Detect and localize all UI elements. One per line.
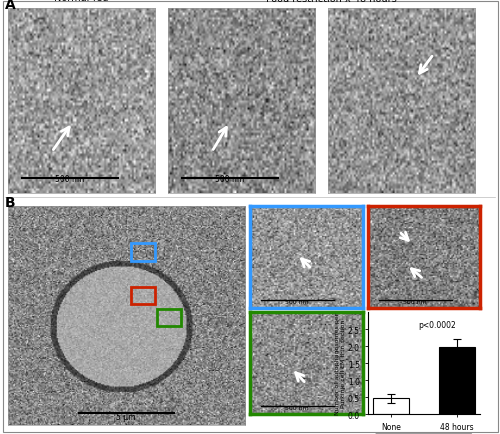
Y-axis label: Number of autophagosomes per
Purkinje cell EM thin section: Number of autophagosomes per Purkinje ce…	[335, 312, 345, 414]
Text: Food restriction x 48 hours: Food restriction x 48 hours	[266, 0, 396, 4]
Bar	[131, 243, 155, 261]
Bar	[157, 309, 181, 327]
Text: p<0.0002: p<0.0002	[418, 321, 456, 329]
Text: Normal-fed: Normal-fed	[54, 0, 108, 3]
Text: 500 nm: 500 nm	[286, 405, 309, 411]
Text: 500 nm: 500 nm	[55, 175, 84, 184]
Text: 500 nm: 500 nm	[403, 299, 426, 304]
Bar	[372, 398, 409, 414]
Text: A: A	[5, 0, 16, 12]
Text: B: B	[5, 195, 15, 209]
Text: 500 nm: 500 nm	[215, 175, 244, 184]
Text: 5 μm: 5 μm	[116, 412, 136, 421]
Bar	[438, 348, 475, 414]
Text: 500 nm: 500 nm	[286, 299, 309, 304]
Bar	[131, 287, 155, 305]
